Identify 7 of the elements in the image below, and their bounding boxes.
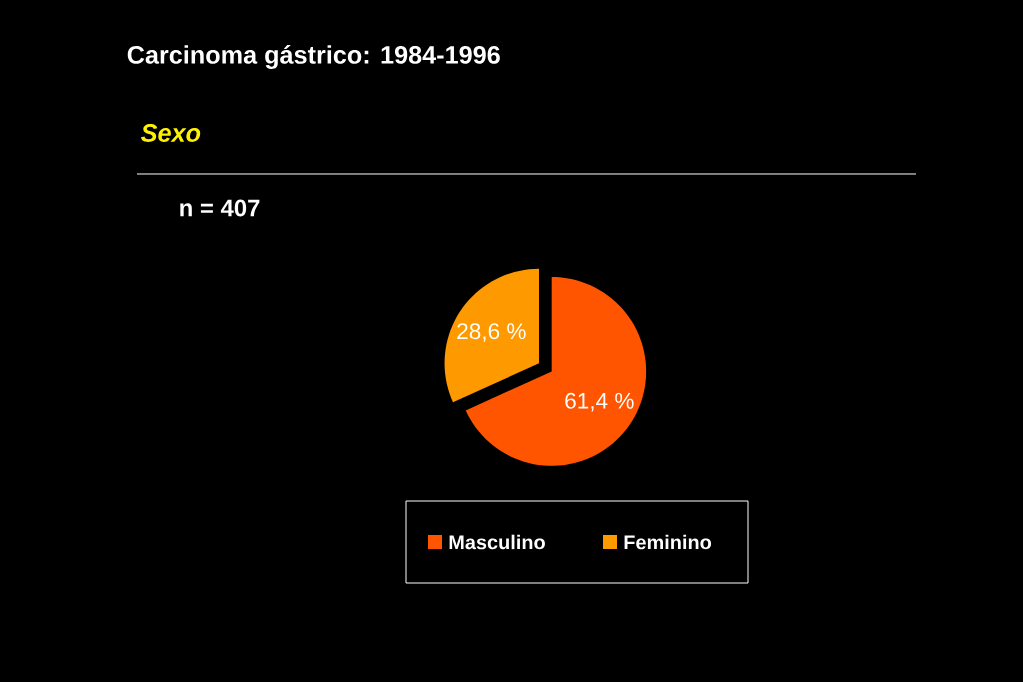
text: n = 407 — [180, 199, 260, 217]
data-label: 28,6 % — [457, 323, 526, 342]
chart-title: Carcinoma gástrico: 1984-1996 — [127, 45, 500, 69]
text: Sexo — [141, 124, 201, 142]
data-label: 61,4 % — [565, 392, 634, 412]
legend-label: Masculino — [449, 534, 545, 550]
legend-label: Feminino — [624, 534, 712, 550]
